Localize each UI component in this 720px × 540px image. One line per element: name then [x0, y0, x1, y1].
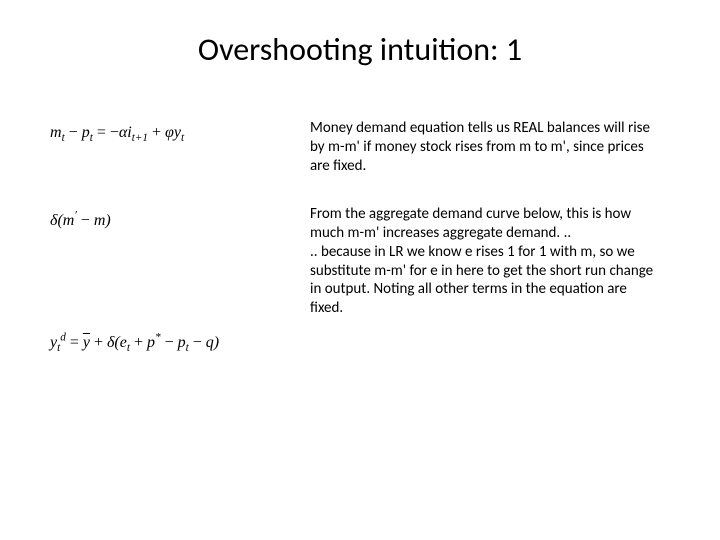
explanation-1: Money demand equation tells us REAL bala… [310, 119, 670, 175]
content-row-2: δ(m′ − m) From the aggregate demand curv… [50, 205, 670, 318]
equation-3: ytd = y + δ(et + p* − pt − q) [50, 334, 219, 351]
slide-title: Overshooting intuition: 1 [50, 30, 670, 69]
content-row-1: mt − pt = −αit+1 + φyt Money demand equa… [50, 119, 670, 175]
slide: Overshooting intuition: 1 mt − pt = −αit… [0, 0, 720, 540]
equation-cell-2: δ(m′ − m) [50, 205, 310, 229]
explanation-2: From the aggregate demand curve below, t… [310, 205, 670, 318]
content-row-3: ytd = y + δ(et + p* − pt − q) [50, 328, 670, 355]
equation-cell-1: mt − pt = −αit+1 + φyt [50, 119, 310, 144]
equation-1: mt − pt = −αit+1 + φyt [50, 124, 184, 141]
equation-2: δ(m′ − m) [50, 212, 111, 229]
equation-cell-3: ytd = y + δ(et + p* − pt − q) [50, 328, 310, 355]
